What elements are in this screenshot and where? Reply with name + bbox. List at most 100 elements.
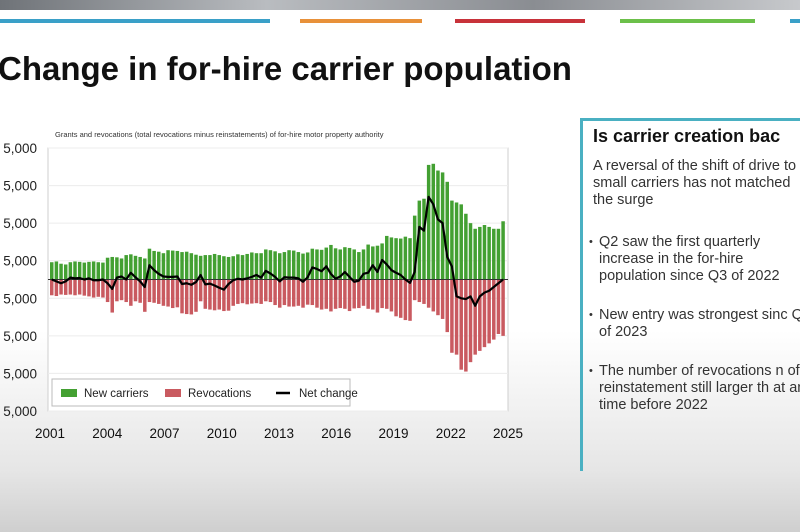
window-top-band bbox=[0, 0, 800, 10]
x-tick-label: 2025 bbox=[493, 426, 523, 441]
accent-bar-blue bbox=[0, 19, 270, 23]
bar-new-carriers bbox=[147, 248, 152, 280]
bar-revocations bbox=[329, 279, 333, 312]
bar-revocations bbox=[231, 279, 235, 306]
bar-revocations bbox=[501, 279, 505, 336]
bar-revocations bbox=[208, 279, 212, 310]
bar-revocations bbox=[464, 279, 468, 372]
bar-revocations bbox=[324, 279, 329, 309]
bar-revocations bbox=[63, 279, 68, 295]
accent-bar-blue-2 bbox=[790, 19, 800, 23]
bar-new-carriers bbox=[371, 246, 375, 280]
bar-new-carriers bbox=[212, 253, 217, 280]
bar-new-carriers bbox=[478, 226, 482, 280]
bar-new-carriers bbox=[468, 223, 473, 280]
bar-new-carriers bbox=[184, 251, 189, 280]
bar-new-carriers bbox=[310, 248, 315, 280]
bar-new-carriers bbox=[398, 238, 403, 280]
bar-new-carriers bbox=[217, 255, 221, 280]
bar-new-carriers bbox=[412, 215, 417, 280]
bar-revocations bbox=[431, 279, 436, 312]
bar-revocations bbox=[105, 279, 110, 303]
bar-revocations bbox=[259, 279, 263, 304]
bar-revocations bbox=[264, 279, 268, 302]
bar-revocations bbox=[473, 279, 477, 355]
bar-new-carriers bbox=[68, 262, 73, 280]
bar-new-carriers bbox=[129, 254, 133, 280]
bar-revocations bbox=[389, 279, 394, 312]
bar-revocations bbox=[110, 279, 114, 313]
bar-revocations bbox=[403, 279, 408, 321]
side-panel: Is carrier creation bac A reversal of th… bbox=[580, 118, 800, 471]
y-tick-label: 5,000 bbox=[3, 179, 37, 194]
bar-revocations bbox=[124, 279, 128, 303]
bar-new-carriers bbox=[291, 250, 296, 280]
bar-revocations bbox=[119, 279, 124, 301]
bar-revocations bbox=[482, 279, 487, 348]
x-tick-label: 2019 bbox=[378, 426, 408, 441]
bar-new-carriers bbox=[273, 251, 277, 280]
bar-new-carriers bbox=[73, 261, 77, 280]
bar-revocations bbox=[129, 279, 133, 306]
bar-revocations bbox=[194, 279, 198, 312]
net-change-line bbox=[51, 195, 504, 307]
bar-revocations bbox=[291, 279, 296, 307]
bar-new-carriers bbox=[319, 249, 324, 280]
bar-new-carriers bbox=[133, 255, 138, 280]
bar-revocations bbox=[343, 279, 347, 309]
bar-new-carriers bbox=[208, 255, 212, 280]
bar-new-carriers bbox=[403, 236, 408, 280]
bar-revocations bbox=[445, 279, 449, 333]
bar-revocations bbox=[54, 279, 59, 297]
bar-revocations bbox=[468, 279, 473, 363]
bar-new-carriers bbox=[501, 221, 505, 280]
bar-revocations bbox=[268, 279, 273, 303]
panel-lead: A reversal of the shift of drive to smal… bbox=[593, 158, 797, 208]
y-tick-label: 5,000 bbox=[3, 291, 37, 306]
x-tick-label: 2016 bbox=[321, 426, 351, 441]
bar-revocations bbox=[319, 279, 324, 310]
bar-new-carriers bbox=[333, 248, 338, 280]
y-tick-label: 5,000 bbox=[3, 329, 37, 344]
y-tick-label: 5,000 bbox=[3, 216, 37, 231]
bar-new-carriers bbox=[194, 254, 198, 280]
bar-new-carriers bbox=[138, 256, 142, 280]
bar-revocations bbox=[101, 279, 105, 298]
x-tick-label: 2007 bbox=[149, 426, 179, 441]
bar-new-carriers bbox=[96, 262, 101, 280]
bar-new-carriers bbox=[254, 253, 259, 280]
legend-box bbox=[51, 378, 351, 407]
bar-new-carriers bbox=[278, 253, 282, 280]
bar-revocations bbox=[73, 279, 77, 296]
bar-revocations bbox=[68, 279, 73, 295]
bar-revocations bbox=[371, 279, 375, 310]
bar-revocations bbox=[380, 279, 384, 309]
bar-new-carriers bbox=[361, 249, 366, 280]
bar-revocations bbox=[152, 279, 156, 303]
bar-revocations bbox=[50, 279, 54, 296]
bar-new-carriers bbox=[338, 249, 342, 280]
bar-revocations bbox=[91, 279, 96, 298]
bar-revocations bbox=[496, 279, 501, 334]
bar-revocations bbox=[59, 279, 63, 295]
bar-revocations bbox=[133, 279, 138, 302]
x-tick-label: 2001 bbox=[35, 426, 65, 441]
x-tick-label: 2022 bbox=[436, 426, 466, 441]
y-tick-label: 5,000 bbox=[3, 404, 37, 419]
bar-new-carriers bbox=[436, 170, 440, 280]
bar-revocations bbox=[310, 279, 315, 306]
bar-revocations bbox=[459, 279, 463, 370]
bar-new-carriers bbox=[264, 249, 268, 280]
bar-revocations bbox=[203, 279, 208, 309]
bullet-item: Q2 saw the first quarterly increase in t… bbox=[589, 234, 800, 285]
bar-new-carriers bbox=[203, 255, 208, 280]
bar-new-carriers bbox=[105, 257, 110, 280]
bar-new-carriers bbox=[375, 245, 380, 280]
bar-new-carriers bbox=[282, 252, 287, 280]
bar-new-carriers bbox=[91, 261, 96, 280]
bar-revocations bbox=[240, 279, 245, 304]
bar-new-carriers bbox=[50, 262, 54, 280]
bar-new-carriers bbox=[324, 247, 329, 280]
bar-new-carriers bbox=[110, 256, 114, 280]
accent-bar-orange bbox=[300, 19, 422, 23]
